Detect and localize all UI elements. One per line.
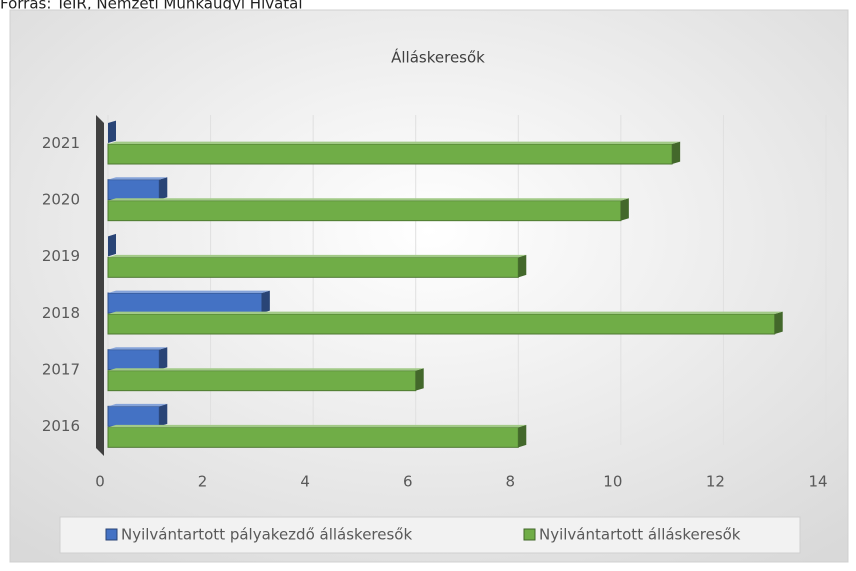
bar [107,313,776,335]
bar [107,370,417,392]
bar-side [159,177,168,200]
bar-top [108,254,527,258]
chart-area [9,9,849,563]
bar-side [774,311,783,334]
y-tick-label: 2016 [42,417,80,435]
y-tick-label: 2019 [42,247,80,265]
chart-title: Álláskeresők [391,48,485,67]
bar-side [108,120,116,143]
y-tick-label: 2021 [42,134,80,152]
bar-top [108,424,527,428]
bar-side [620,198,629,221]
bar-side [261,290,270,313]
source: Forrás: TeIR, Nemzeti Munkaügyi Hivatal [0,0,303,13]
bar [107,405,160,427]
y-tick-label: 2018 [42,304,80,322]
bar-top [108,347,168,350]
bar [107,292,263,314]
bar [107,200,622,222]
bar-side [108,233,116,257]
bar [107,256,519,278]
bar [107,426,519,448]
x-tick-label: 8 [506,473,516,491]
bar-top [108,198,629,201]
bar-top [108,290,270,293]
axis-wall [96,115,104,456]
bar [107,179,160,201]
x-tick-label: 4 [300,473,310,491]
bar-side [159,347,168,370]
bar-side [518,254,527,278]
x-tick-label: 12 [706,473,725,491]
bar-side [518,424,527,448]
bar-side [159,403,168,427]
y-tick-label: 2020 [42,191,80,209]
legend-label: Nyilvántartott pályakezdő álláskeresők [121,526,412,544]
bar-top [108,141,681,144]
x-tick-label: 6 [403,473,413,491]
x-tick-label: 2 [198,473,208,491]
bar-top [108,403,168,407]
legend-label: Nyilvántartott álláskeresők [539,526,741,544]
bar [107,349,160,371]
x-tick-label: 0 [95,473,105,491]
legend-swatch [523,528,536,541]
x-tick-label: 14 [808,473,827,491]
bar-top [108,311,783,314]
y-tick-label: 2017 [42,361,80,379]
x-tick-label: 10 [603,473,622,491]
legend [59,516,801,554]
bar-side [672,141,681,164]
legend-swatch [105,528,118,541]
bar-side [415,368,424,391]
bar-top [108,368,424,371]
bar [107,143,673,165]
bar-top [108,177,168,180]
